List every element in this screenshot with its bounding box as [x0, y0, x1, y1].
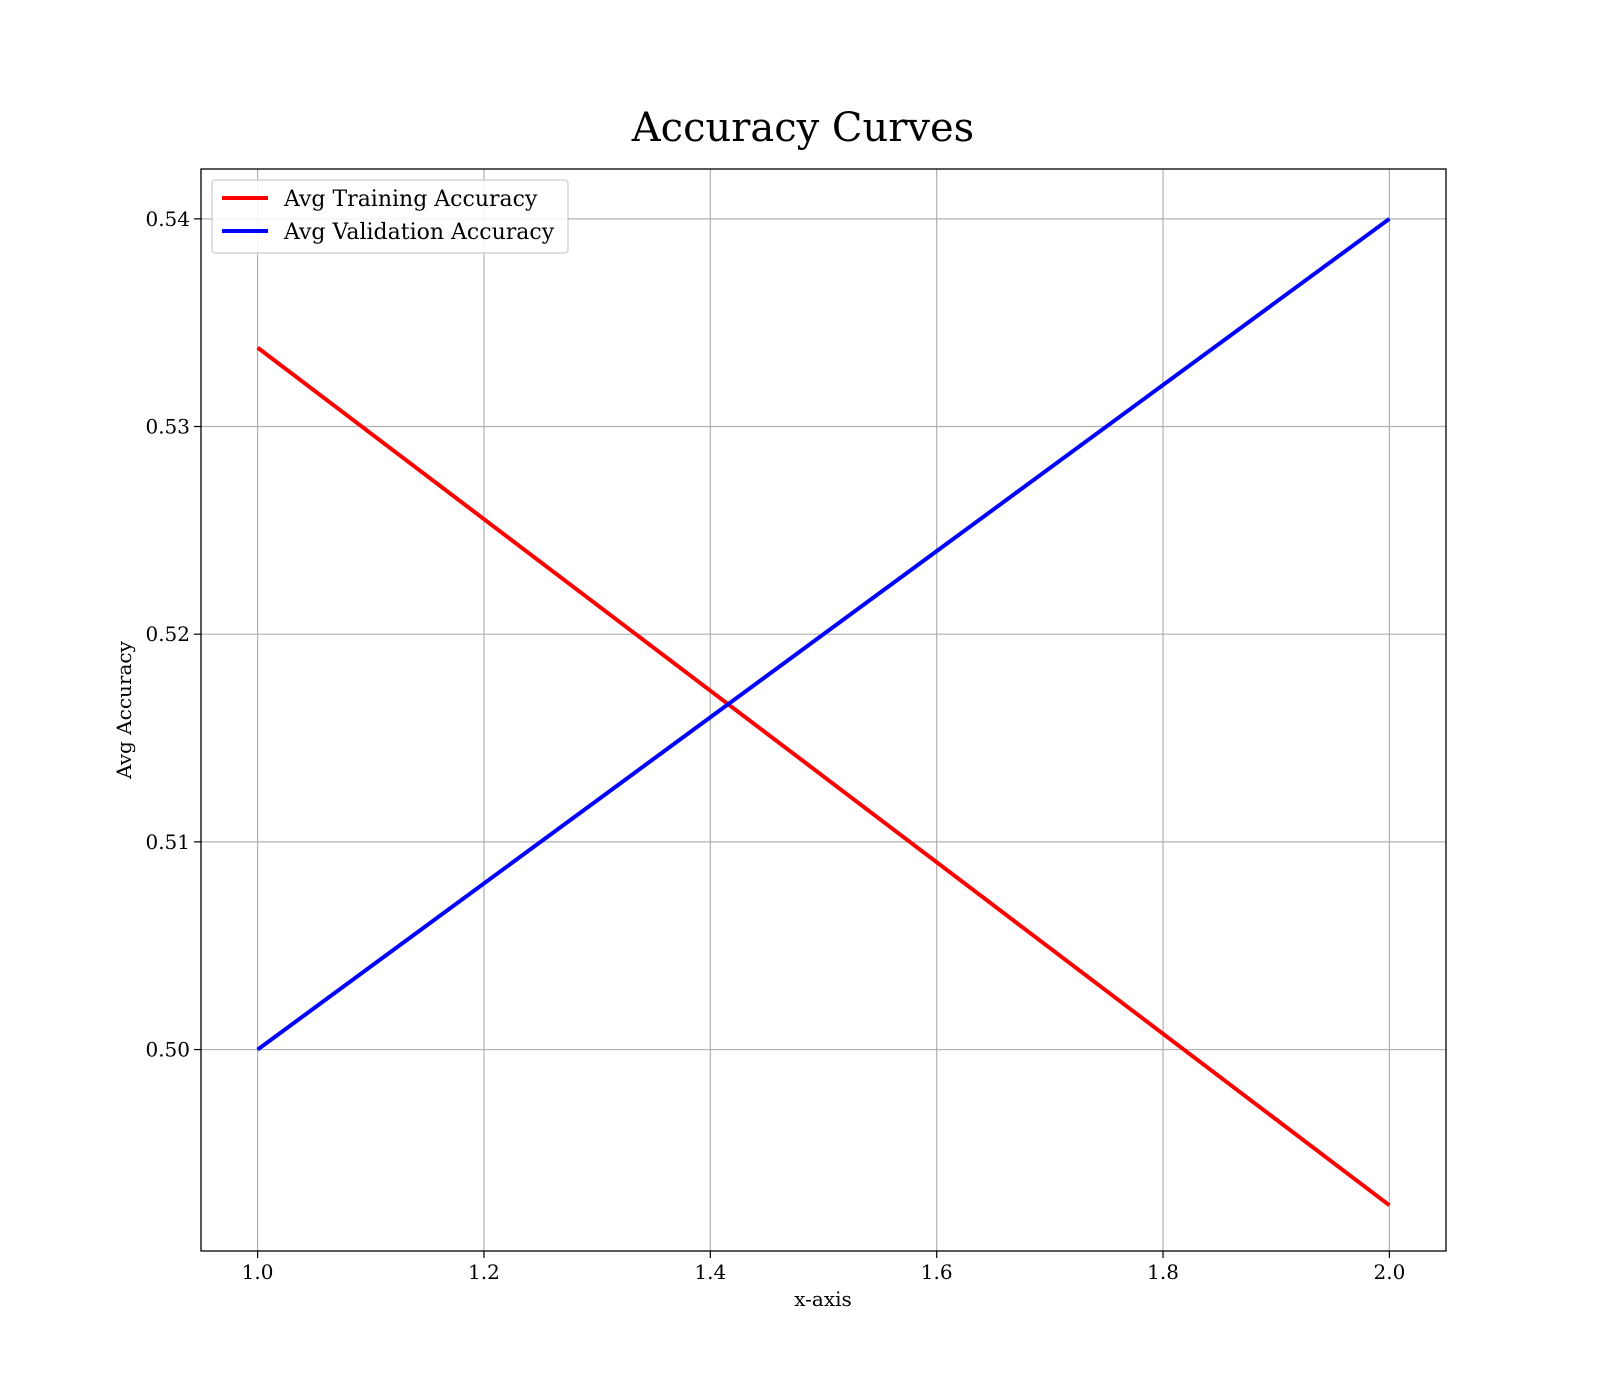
- series-line-validation: [256, 217, 1391, 1052]
- y-tick-label: 0.50: [145, 1038, 190, 1062]
- legend: Avg Training Accuracy Avg Validation Accu…: [211, 179, 569, 254]
- legend-label: Avg Validation Accuracy: [283, 220, 555, 245]
- plot-area-frame: [200, 168, 1447, 1252]
- x-tick-label: 1.6: [921, 1260, 953, 1284]
- data-series: [256, 217, 1391, 1207]
- chart-title: Accuracy Curves: [631, 105, 974, 151]
- x-axis-label: x-axis: [794, 1287, 852, 1311]
- series-line-training: [256, 346, 1391, 1207]
- x-tick-label: 1.0: [242, 1260, 274, 1284]
- y-axis-label: Avg Accuracy: [112, 640, 136, 780]
- y-tick-label: 0.53: [145, 415, 190, 439]
- x-tick-label: 1.4: [694, 1260, 726, 1284]
- x-tick-label: 1.8: [1147, 1260, 1179, 1284]
- y-tick-label: 0.51: [145, 830, 190, 854]
- grid-lines: [201, 169, 1446, 1251]
- x-tick-label: 1.2: [468, 1260, 500, 1284]
- legend-box: [211, 179, 569, 254]
- y-tick-label: 0.52: [145, 622, 190, 646]
- axis-ticks: 1.0 1.2 1.4 1.6 1.8 2.0 0.50 0.51 0.52 0.53 0.54: [145, 207, 1405, 1284]
- legend-label: Avg Training Accuracy: [283, 187, 538, 212]
- y-tick-label: 0.54: [145, 207, 190, 231]
- x-tick-label: 2.0: [1374, 1260, 1406, 1284]
